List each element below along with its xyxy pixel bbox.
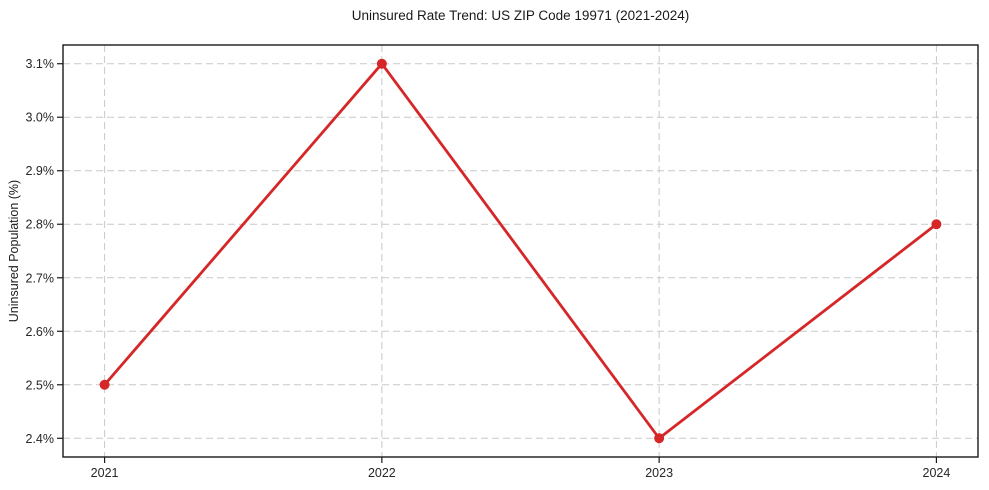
axes-frame bbox=[62, 44, 979, 458]
x-tick-label: 2022 bbox=[368, 466, 396, 480]
x-tick-label: 2024 bbox=[923, 466, 951, 480]
y-tick-label: 2.9% bbox=[26, 164, 55, 178]
data-point bbox=[654, 433, 665, 444]
y-tick-label: 2.7% bbox=[26, 271, 55, 285]
x-tick-label: 2023 bbox=[645, 466, 673, 480]
y-tick-label: 3.0% bbox=[26, 111, 55, 125]
data-point bbox=[99, 379, 110, 390]
x-tick-label: 2021 bbox=[91, 466, 119, 480]
y-tick-label: 2.8% bbox=[26, 218, 55, 232]
y-tick-label: 2.5% bbox=[26, 378, 55, 392]
chart-title: Uninsured Rate Trend: US ZIP Code 19971 … bbox=[351, 8, 690, 23]
y-tick-label: 2.6% bbox=[26, 325, 55, 339]
trend-line bbox=[103, 62, 938, 440]
data-point bbox=[931, 219, 942, 230]
y-axis-label: Uninsured Population (%) bbox=[7, 179, 21, 323]
data-point bbox=[376, 58, 387, 69]
y-tick-label: 2.4% bbox=[26, 432, 55, 446]
y-tick-label: 3.1% bbox=[26, 57, 55, 71]
